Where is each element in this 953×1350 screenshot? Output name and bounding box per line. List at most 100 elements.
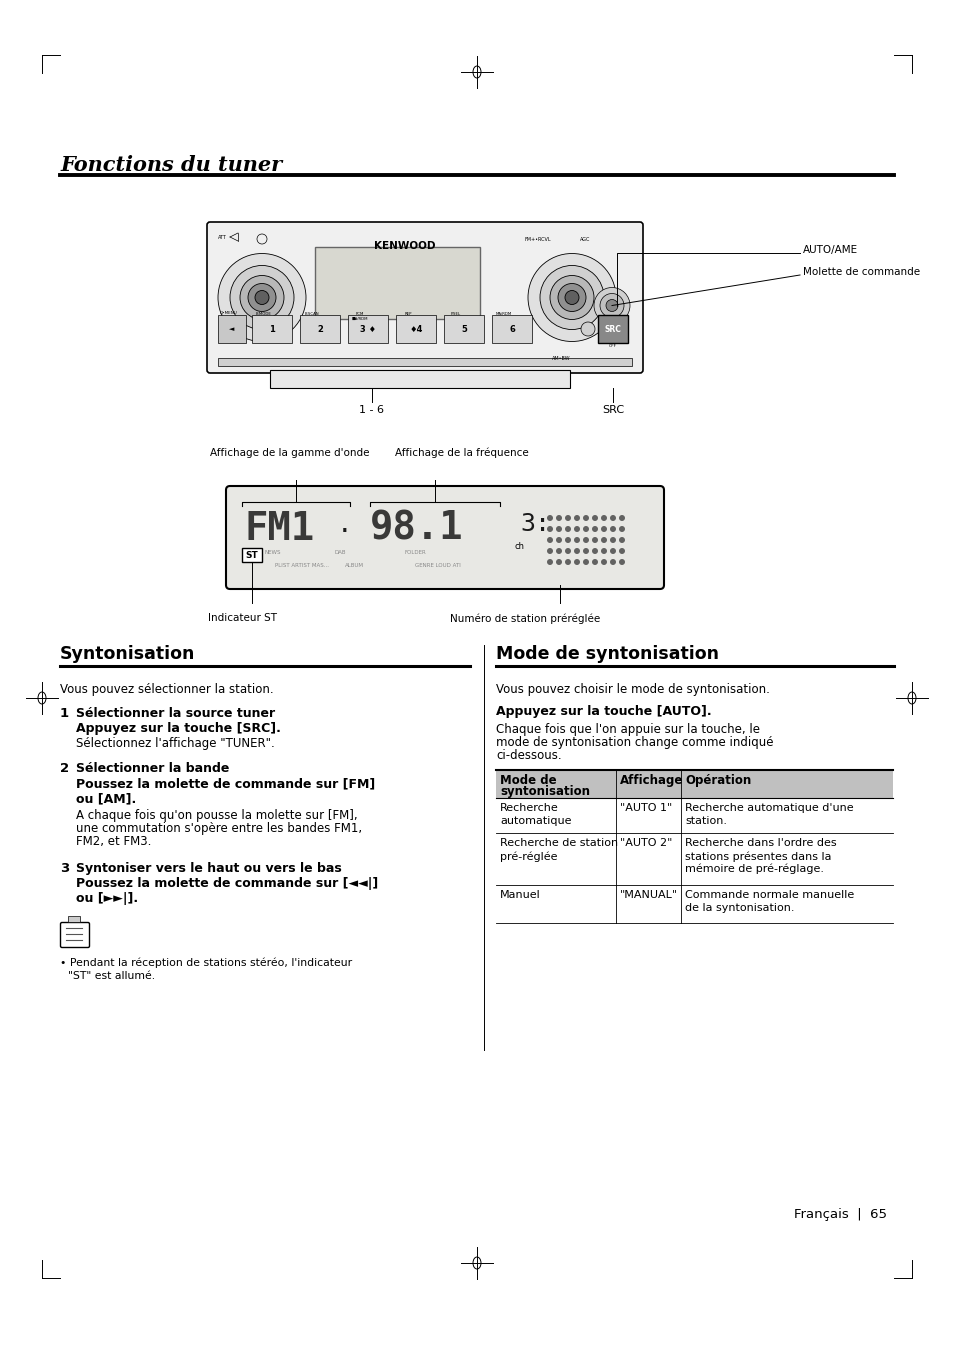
Text: "AUTO 1": "AUTO 1" (619, 803, 672, 813)
Text: Poussez la molette de commande sur [◄◄|]: Poussez la molette de commande sur [◄◄|] (76, 878, 377, 890)
Circle shape (609, 548, 616, 554)
Circle shape (582, 548, 588, 554)
Text: ou [►►|].: ou [►►|]. (76, 892, 138, 904)
Text: ·: · (339, 518, 349, 547)
Bar (598, 315, 627, 343)
Text: ST: ST (245, 551, 258, 559)
Text: mode de syntonisation change comme indiqué: mode de syntonisation change comme indiq… (496, 736, 773, 749)
Circle shape (556, 559, 561, 566)
Text: Numéro de station préréglée: Numéro de station préréglée (450, 613, 599, 624)
Text: pré-réglée: pré-réglée (499, 850, 557, 861)
Circle shape (582, 559, 588, 566)
Bar (242, 548, 262, 562)
Circle shape (605, 300, 618, 312)
FancyBboxPatch shape (226, 486, 663, 589)
Text: 2: 2 (316, 324, 323, 333)
Text: station.: station. (684, 815, 726, 826)
Text: Recherche dans l'ordre des: Recherche dans l'ordre des (684, 838, 836, 848)
FancyBboxPatch shape (60, 922, 90, 948)
Circle shape (546, 559, 553, 566)
Circle shape (618, 537, 624, 543)
Text: OFF: OFF (608, 344, 617, 348)
Text: Sélectionner la source tuner: Sélectionner la source tuner (76, 707, 274, 720)
Text: 98.1: 98.1 (370, 510, 463, 548)
Circle shape (592, 537, 598, 543)
Text: ◄: ◄ (229, 325, 234, 332)
Text: ♦4: ♦4 (409, 324, 422, 333)
Text: AUTO/AME: AUTO/AME (802, 244, 858, 255)
Circle shape (564, 548, 571, 554)
Text: automatique: automatique (499, 815, 571, 826)
Bar (443, 315, 483, 343)
Circle shape (558, 284, 585, 312)
Text: Mode de syntonisation: Mode de syntonisation (496, 645, 719, 663)
Circle shape (580, 323, 595, 336)
Text: ALBUM: ALBUM (345, 563, 364, 568)
Text: 1 - 6: 1 - 6 (359, 405, 384, 414)
Circle shape (600, 514, 606, 521)
Circle shape (618, 514, 624, 521)
Text: Sélectionner la bande: Sélectionner la bande (76, 761, 229, 775)
Text: Opération: Opération (684, 774, 750, 787)
Bar (252, 315, 292, 343)
Circle shape (582, 537, 588, 543)
Bar (218, 315, 246, 343)
Circle shape (609, 537, 616, 543)
Text: SRC: SRC (601, 405, 623, 414)
Text: Recherche: Recherche (499, 803, 558, 813)
Bar (496, 833, 892, 886)
Text: PLIST ARTIST MAS...: PLIST ARTIST MAS... (274, 563, 329, 568)
Text: 2: 2 (60, 761, 69, 775)
Text: Syntoniser vers le haut ou vers le bas: Syntoniser vers le haut ou vers le bas (76, 863, 341, 875)
Circle shape (592, 559, 598, 566)
Bar (218, 358, 631, 366)
Circle shape (546, 514, 553, 521)
Text: Recherche automatique d'une: Recherche automatique d'une (684, 803, 853, 813)
Circle shape (592, 514, 598, 521)
Text: AGC: AGC (579, 238, 590, 242)
Text: FM+•RCVL: FM+•RCVL (524, 238, 551, 242)
Text: Mode de: Mode de (499, 774, 556, 787)
Text: B.SCAN: B.SCAN (304, 312, 319, 316)
Text: ci-dessous.: ci-dessous. (496, 749, 561, 761)
Bar (496, 798, 892, 833)
Circle shape (564, 537, 571, 543)
Circle shape (254, 290, 269, 305)
Text: Affichage de la gamme d'onde: Affichage de la gamme d'onde (210, 448, 369, 458)
Bar (496, 886, 892, 923)
Circle shape (618, 559, 624, 566)
Circle shape (550, 275, 594, 320)
Text: FM2, et FM3.: FM2, et FM3. (76, 836, 152, 848)
Text: P.SEL: P.SEL (451, 312, 460, 316)
Text: stations présentes dans la: stations présentes dans la (684, 850, 831, 861)
Circle shape (546, 548, 553, 554)
Circle shape (556, 526, 561, 532)
Circle shape (556, 514, 561, 521)
Circle shape (564, 514, 571, 521)
Circle shape (574, 514, 579, 521)
Text: B.MODE: B.MODE (255, 312, 272, 316)
Text: REP: REP (404, 312, 412, 316)
Text: Indicateur ST: Indicateur ST (208, 613, 276, 622)
Text: 5: 5 (460, 324, 466, 333)
Text: GENRE LOUD ATI: GENRE LOUD ATI (415, 563, 460, 568)
Circle shape (218, 254, 306, 342)
Text: Fonctions du tuner: Fonctions du tuner (60, 155, 282, 176)
Text: Syntonisation: Syntonisation (60, 645, 195, 663)
Text: ch: ch (515, 541, 524, 551)
Text: Sélectionnez l'affichage "TUNER".: Sélectionnez l'affichage "TUNER". (76, 737, 274, 751)
Bar (299, 315, 339, 343)
Circle shape (600, 559, 606, 566)
Bar (348, 315, 388, 343)
Text: Poussez la molette de commande sur [FM]: Poussez la molette de commande sur [FM] (76, 778, 375, 790)
Text: Commande normale manuelle: Commande normale manuelle (684, 890, 853, 900)
Bar (496, 769, 892, 798)
Circle shape (592, 548, 598, 554)
Circle shape (546, 537, 553, 543)
Text: MA/RDM: MA/RDM (496, 312, 512, 316)
Bar (270, 370, 569, 387)
Bar (314, 247, 479, 319)
Text: FOLDER: FOLDER (405, 549, 426, 555)
Text: FM1: FM1 (245, 510, 314, 548)
Bar (395, 315, 436, 343)
